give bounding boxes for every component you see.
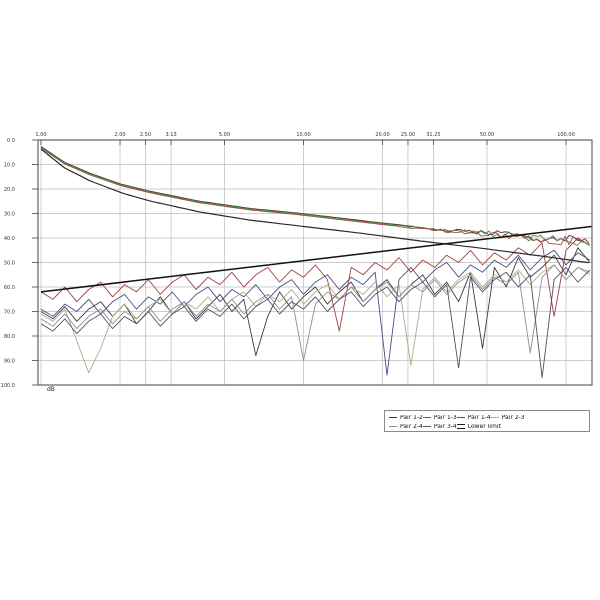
legend-line-marker (490, 417, 499, 418)
series-pair-1-3 (40, 237, 591, 332)
series-smooth-curve-2 (40, 148, 590, 264)
x-tick-label: 2.00 (114, 132, 125, 138)
y-tick-label: 0.0 (7, 138, 15, 144)
series-pair-2-3 (40, 264, 591, 374)
series-pair-1-2 (40, 247, 591, 357)
series-pair-3-4 (40, 266, 591, 379)
y-tick-label: 10.0 (4, 162, 15, 168)
series-insertion-loss-1 (40, 146, 590, 246)
y-tick-label: 50.0 (4, 260, 15, 266)
y-tick-label: 60.0 (4, 285, 15, 291)
legend-item-lower-limit: Lower limit (456, 423, 501, 430)
x-tick-label: 100.00 (557, 132, 575, 138)
legend-item-pair-1-2: Pair 1-2 (389, 415, 423, 421)
y-tick-label: 40.0 (4, 236, 15, 242)
legend-label: Pair 1-2 (400, 414, 423, 421)
legend-double-line-marker (456, 424, 465, 429)
legend-line-marker (389, 426, 397, 427)
x-tick-label: 5.00 (219, 132, 230, 138)
legend-label: Pair 3-4 (433, 423, 457, 430)
x-tick-label: 10.00 (296, 132, 310, 138)
x-tick-label: 50.00 (480, 132, 494, 138)
y-tick-label: 90.0 (4, 358, 15, 364)
x-tick-label: 2.50 (140, 132, 151, 138)
series-insertion-loss-2 (40, 147, 590, 246)
x-tick-label: 20.00 (375, 132, 389, 138)
y-tick-label: 70.0 (4, 309, 15, 315)
y-tick-label: 20.0 (4, 187, 15, 193)
chart-legend: Pair 1-2 Pair 1-3 Pair 1-4 Pair 2-3 Pair 2-4… (384, 410, 590, 432)
legend-item-pair-2-4: Pair 2-4 (389, 424, 423, 430)
legend-item-pair-3-4: Pair 3-4 (422, 423, 457, 430)
x-tick-label: 31.25 (426, 132, 440, 138)
y-axis-unit-label: dB (47, 386, 55, 393)
legend-line-marker (422, 417, 431, 418)
y-tick-label: 100.0 (1, 383, 15, 389)
legend-rows: Pair 1-2 Pair 1-3 Pair 1-4 Pair 2-3 Pair 2-4… (389, 413, 586, 431)
x-tick-label: 1.00 (35, 132, 46, 138)
y-tick-label: 80.0 (4, 334, 15, 340)
legend-label: Pair 1-4 (467, 414, 491, 421)
y-tick-label: 30.0 (4, 211, 15, 217)
legend-row: Pair 1-2 Pair 1-3 Pair 1-4 Pair 2-3 (389, 413, 586, 422)
series-pair-1-4 (40, 249, 591, 376)
legend-item-pair-1-3: Pair 1-3 (422, 414, 457, 421)
legend-item-pair-2-3: Pair 2-3 (490, 414, 525, 421)
legend-line-marker (422, 426, 431, 427)
series-pair-2-4 (40, 264, 591, 361)
legend-label: Pair 2-3 (501, 414, 525, 421)
x-tick-label: 3.13 (166, 132, 177, 138)
legend-label: Lower limit (467, 423, 501, 430)
legend-item-pair-1-4: Pair 1-4 (456, 414, 491, 421)
legend-label: Pair 1-3 (433, 414, 457, 421)
x-tick-label: 25.00 (401, 132, 415, 138)
plot-border (37, 139, 593, 386)
series-insertion-loss-0 (40, 146, 590, 244)
series-lower-limit (40, 225, 592, 293)
legend-line-marker (389, 417, 397, 418)
legend-line-marker (456, 417, 465, 418)
legend-label: Pair 2-4 (400, 423, 423, 430)
legend-row: Pair 2-4 Pair 3-4 Lower limit (389, 422, 586, 431)
